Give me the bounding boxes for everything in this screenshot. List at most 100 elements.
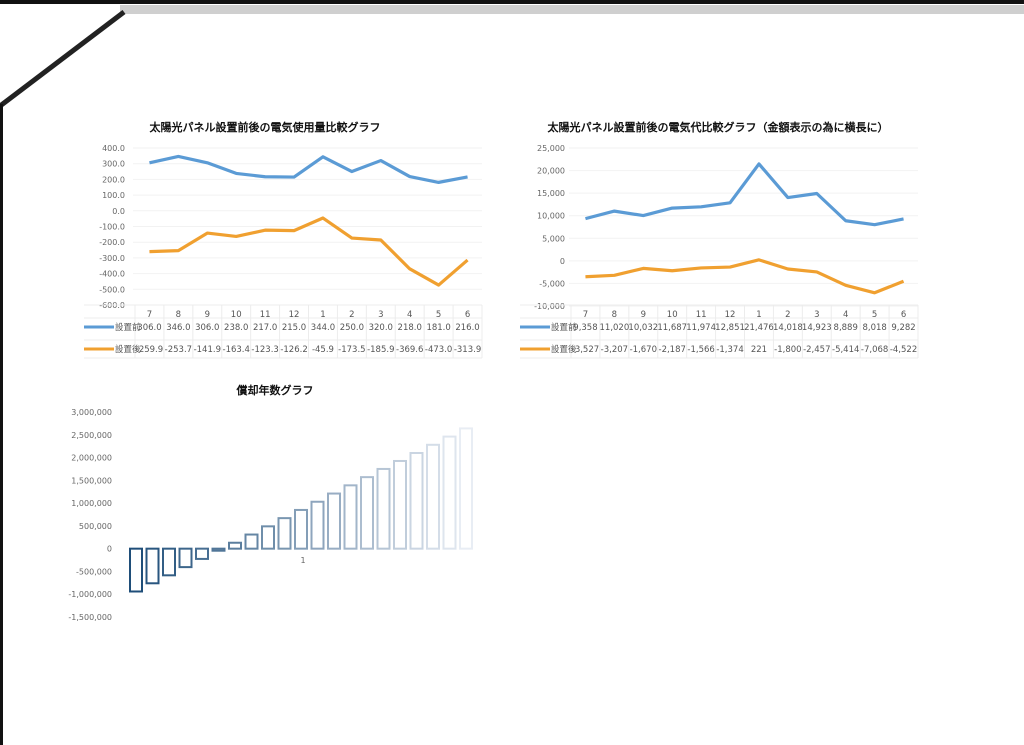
category-label: 6 — [465, 310, 470, 320]
table-value: -369.6 — [396, 345, 423, 355]
bar — [162, 547, 176, 577]
category-label: 3 — [378, 310, 383, 320]
series-line-before — [585, 162, 904, 227]
table-value: -45.9 — [312, 345, 334, 355]
table-value: 346.0 — [166, 323, 190, 333]
table-value: 218.0 — [398, 323, 422, 333]
bar — [211, 547, 226, 552]
y-tick-label: -200.0 — [99, 238, 125, 247]
bar — [294, 508, 308, 550]
y-tick-label: 2,500,000 — [71, 431, 112, 440]
y-tick-label: 15,000 — [537, 189, 565, 198]
table-value: -2,457 — [803, 345, 830, 355]
category-label: 1 — [756, 310, 761, 320]
y-tick-label: 2,000,000 — [71, 454, 112, 463]
table-value: -473.0 — [425, 345, 452, 355]
table-value: -5,414 — [832, 345, 859, 355]
y-tick-label: -300.0 — [99, 254, 125, 263]
bar — [145, 547, 160, 585]
table-value: 12,851 — [715, 323, 745, 333]
table-value: -126.2 — [280, 345, 307, 355]
table-value: 14,018 — [773, 323, 803, 333]
category-label: 12 — [725, 310, 736, 320]
table-value: -3,207 — [601, 345, 628, 355]
category-label: 5 — [436, 310, 441, 320]
table-value: 9,358 — [573, 323, 597, 333]
electricity-cost-chart: 太陽光パネル設置前後の電気代比較グラフ（金額表示の為に横長に）25,00020,… — [520, 120, 919, 359]
table-value: 181.0 — [426, 323, 450, 333]
table-value: -3,527 — [572, 345, 599, 355]
y-tick-label: 300.0 — [102, 160, 125, 169]
category-label: 9 — [641, 310, 646, 320]
table-value: 320.0 — [369, 323, 393, 333]
y-tick-label: -5,000 — [539, 279, 565, 288]
y-tick-label: -100.0 — [99, 223, 125, 232]
table-value: -1,566 — [687, 345, 714, 355]
table-value: 344.0 — [311, 323, 335, 333]
category-label: 11 — [696, 310, 707, 320]
category-label: 10 — [231, 310, 242, 320]
chart-title: 太陽光パネル設置前後の電気代比較グラフ（金額表示の為に横長に） — [547, 120, 889, 134]
y-tick-label: -500,000 — [76, 567, 112, 576]
table-value: 10,032 — [628, 323, 658, 333]
series-line-before — [149, 154, 468, 184]
bar — [261, 525, 275, 550]
table-value: -173.5 — [338, 345, 365, 355]
table-value: -7,068 — [861, 345, 888, 355]
table-value: 11,020 — [600, 323, 630, 333]
y-tick-label: 10,000 — [537, 212, 565, 221]
table-value: -2,187 — [659, 345, 686, 355]
table-value: -259.9 — [136, 345, 163, 355]
legend-label: 設置前 — [551, 322, 577, 333]
legend-label: 設置後 — [551, 344, 577, 355]
category-label: 10 — [667, 310, 678, 320]
category-label: 11 — [260, 310, 271, 320]
table-value: 217.0 — [253, 323, 277, 333]
y-tick-label: 500,000 — [79, 522, 112, 531]
category-label: 5 — [872, 310, 877, 320]
category-label: 8 — [612, 310, 617, 320]
legend-label: 設置後 — [115, 344, 141, 355]
category-label: 7 — [147, 310, 152, 320]
bar — [409, 452, 424, 550]
table-value: -185.9 — [367, 345, 394, 355]
y-tick-label: 200.0 — [102, 175, 125, 184]
y-tick-label: 20,000 — [537, 167, 565, 176]
category-label: 7 — [583, 310, 588, 320]
table-value: -123.3 — [251, 345, 278, 355]
category-label: 1 — [320, 310, 325, 320]
bar — [228, 541, 242, 550]
bar — [459, 427, 473, 550]
table-value: 238.0 — [224, 323, 248, 333]
table-value: 216.0 — [455, 323, 479, 333]
category-label: 12 — [289, 310, 300, 320]
table-value: 8,018 — [862, 323, 886, 333]
table-value: 21,476 — [744, 323, 774, 333]
category-label: 9 — [205, 310, 210, 320]
category-label: 6 — [901, 310, 906, 320]
table-value: 250.0 — [340, 323, 364, 333]
bar — [442, 435, 457, 550]
y-tick-label: 0 — [560, 257, 565, 266]
y-tick-label: 0 — [107, 545, 112, 554]
series-line-after — [585, 258, 905, 295]
category-label: 1 — [300, 556, 305, 565]
table-value: -313.9 — [454, 345, 481, 355]
bar — [426, 443, 440, 550]
category-label: 2 — [349, 310, 354, 320]
category-label: 4 — [843, 310, 848, 320]
table-value: 14,923 — [802, 323, 832, 333]
table-value: 11,974 — [686, 323, 716, 333]
table-value: -163.4 — [223, 345, 250, 355]
y-tick-label: 1,000,000 — [71, 499, 112, 508]
y-tick-label: 1,500,000 — [71, 476, 112, 485]
y-tick-label: -1,500,000 — [68, 613, 112, 622]
bar — [277, 517, 292, 550]
table-value: -1,670 — [630, 345, 657, 355]
y-tick-label: 400.0 — [102, 144, 125, 153]
bar — [195, 547, 209, 560]
table-value: -253.7 — [165, 345, 192, 355]
bar — [360, 476, 374, 550]
